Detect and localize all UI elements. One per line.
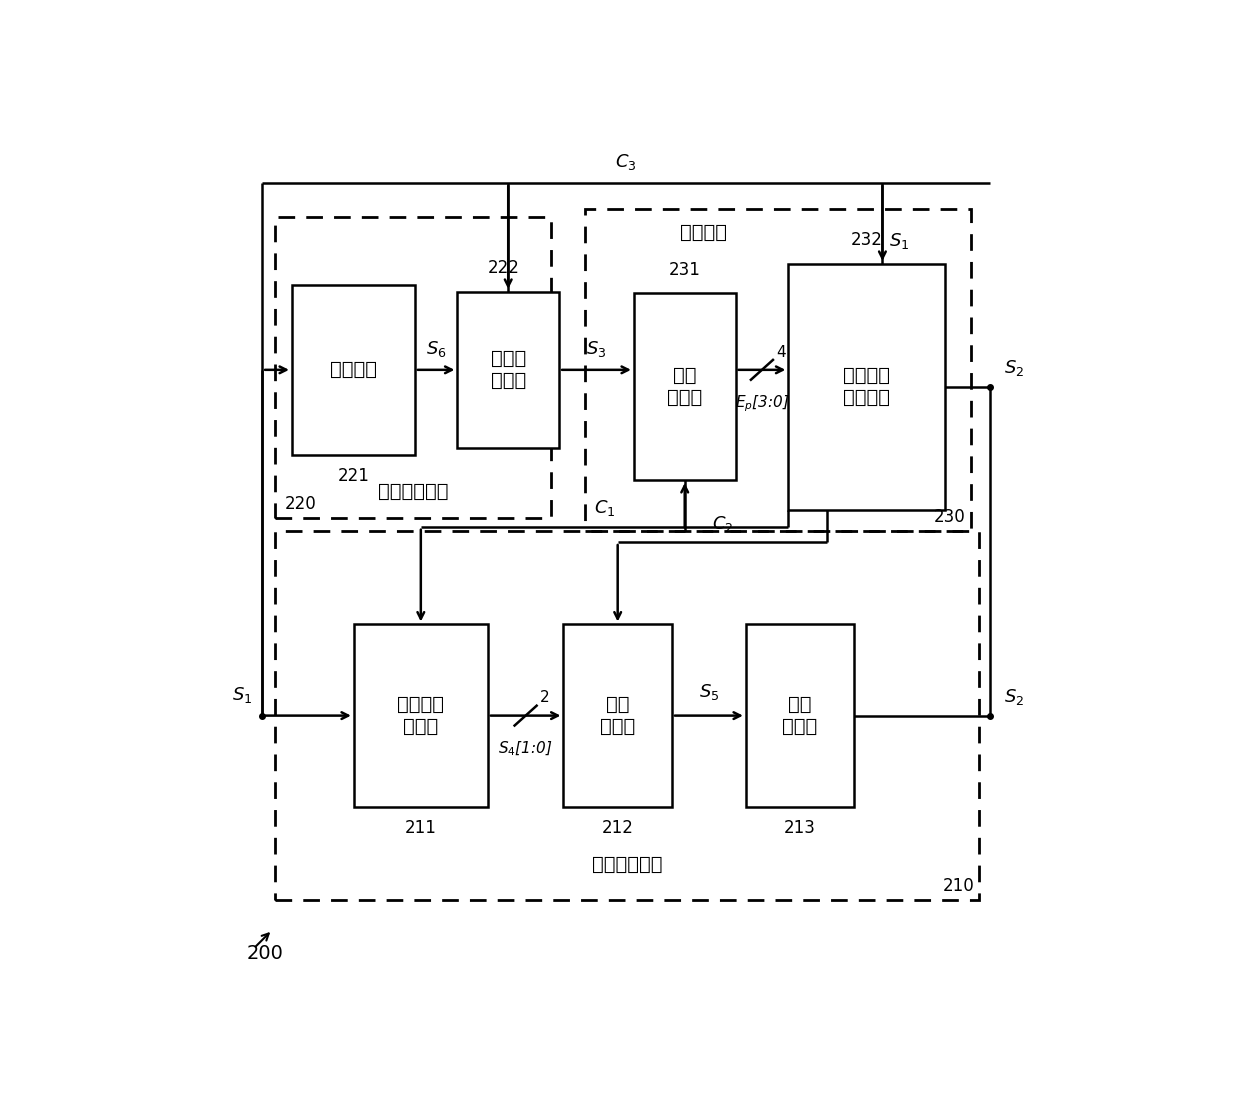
Text: 数字信号
处理单元: 数字信号 处理单元 <box>843 366 890 408</box>
Text: 230: 230 <box>934 508 966 526</box>
Text: 4: 4 <box>776 345 786 359</box>
Text: 200: 200 <box>247 944 284 963</box>
Bar <box>789 263 945 510</box>
Text: 212: 212 <box>601 819 634 838</box>
Text: $S_1$: $S_1$ <box>232 685 252 705</box>
Text: 锁相回路: 锁相回路 <box>330 360 377 379</box>
Text: 相位
检测器: 相位 检测器 <box>667 366 702 408</box>
Bar <box>634 293 735 480</box>
Text: $S_1$: $S_1$ <box>889 231 909 251</box>
Text: 220: 220 <box>285 495 316 514</box>
Bar <box>275 531 980 900</box>
Text: 232: 232 <box>851 231 883 249</box>
Text: 可变延
迟电路: 可变延 迟电路 <box>491 349 526 390</box>
Text: 两相时钟
产生器: 两相时钟 产生器 <box>397 695 444 736</box>
Text: 221: 221 <box>337 467 370 485</box>
Text: $E_p$[3:0]: $E_p$[3:0] <box>734 393 789 414</box>
Text: $C_1$: $C_1$ <box>594 498 615 518</box>
Text: $S_2$: $S_2$ <box>1003 358 1024 378</box>
Text: 主要四倍频器: 主要四倍频器 <box>591 855 662 874</box>
Text: $S_2$: $S_2$ <box>1003 688 1024 707</box>
Text: 210: 210 <box>942 877 975 895</box>
Text: 231: 231 <box>668 261 701 279</box>
Bar <box>563 625 672 807</box>
Text: 两相
倍频器: 两相 倍频器 <box>600 695 635 736</box>
Text: 211: 211 <box>405 819 436 838</box>
Text: $C_2$: $C_2$ <box>712 514 733 533</box>
Text: 222: 222 <box>489 259 520 277</box>
Text: $S_4$[1:0]: $S_4$[1:0] <box>498 739 553 758</box>
Bar <box>458 292 559 447</box>
Text: 辅助四倍频器: 辅助四倍频器 <box>377 482 448 500</box>
Text: $S_3$: $S_3$ <box>587 338 606 359</box>
Text: $C_3$: $C_3$ <box>615 152 637 172</box>
Bar <box>584 208 971 531</box>
Bar <box>745 625 854 807</box>
Text: 单相
倍频器: 单相 倍频器 <box>782 695 817 736</box>
Bar <box>353 625 487 807</box>
Text: 校正电路: 校正电路 <box>680 223 727 241</box>
Bar <box>291 285 415 455</box>
Text: 2: 2 <box>541 691 549 705</box>
Text: $S_6$: $S_6$ <box>425 338 446 359</box>
Bar <box>275 217 551 518</box>
Text: $S_5$: $S_5$ <box>698 682 719 702</box>
Text: 213: 213 <box>784 819 816 838</box>
